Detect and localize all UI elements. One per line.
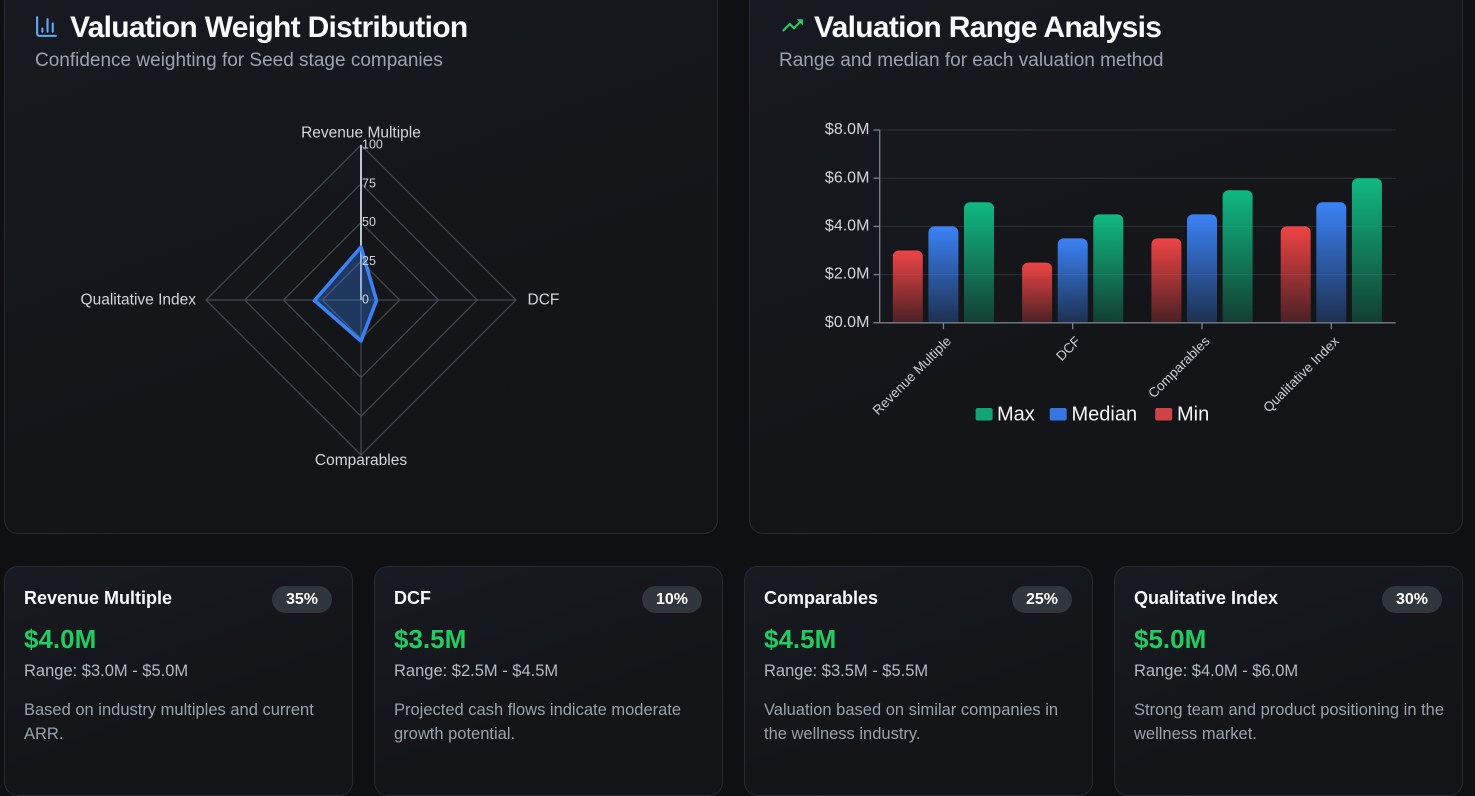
svg-text:0: 0 [362, 293, 369, 307]
svg-text:$0.0M: $0.0M [825, 314, 869, 331]
svg-text:Comparables: Comparables [1145, 333, 1213, 401]
svg-text:DCF: DCF [528, 292, 560, 309]
svg-text:25: 25 [362, 254, 376, 268]
svg-text:Qualitative Index: Qualitative Index [81, 292, 197, 309]
svg-text:50: 50 [362, 215, 376, 229]
svg-text:Median: Median [1072, 404, 1138, 426]
svg-text:$2.0M: $2.0M [825, 266, 869, 283]
svg-text:Revenue Multiple: Revenue Multiple [870, 334, 954, 418]
svg-text:$4.0M: $4.0M [825, 218, 869, 235]
svg-text:$6.0M: $6.0M [825, 169, 869, 186]
svg-text:75: 75 [362, 176, 376, 190]
svg-text:Revenue Multiple: Revenue Multiple [301, 124, 421, 141]
svg-text:Comparables: Comparables [315, 452, 407, 469]
svg-text:DCF: DCF [1053, 334, 1083, 364]
svg-text:100: 100 [362, 138, 383, 152]
svg-text:Max: Max [997, 404, 1035, 426]
svg-text:Min: Min [1177, 404, 1209, 426]
svg-text:$8.0M: $8.0M [825, 121, 869, 138]
svg-text:Qualitative Index: Qualitative Index [1260, 333, 1342, 415]
